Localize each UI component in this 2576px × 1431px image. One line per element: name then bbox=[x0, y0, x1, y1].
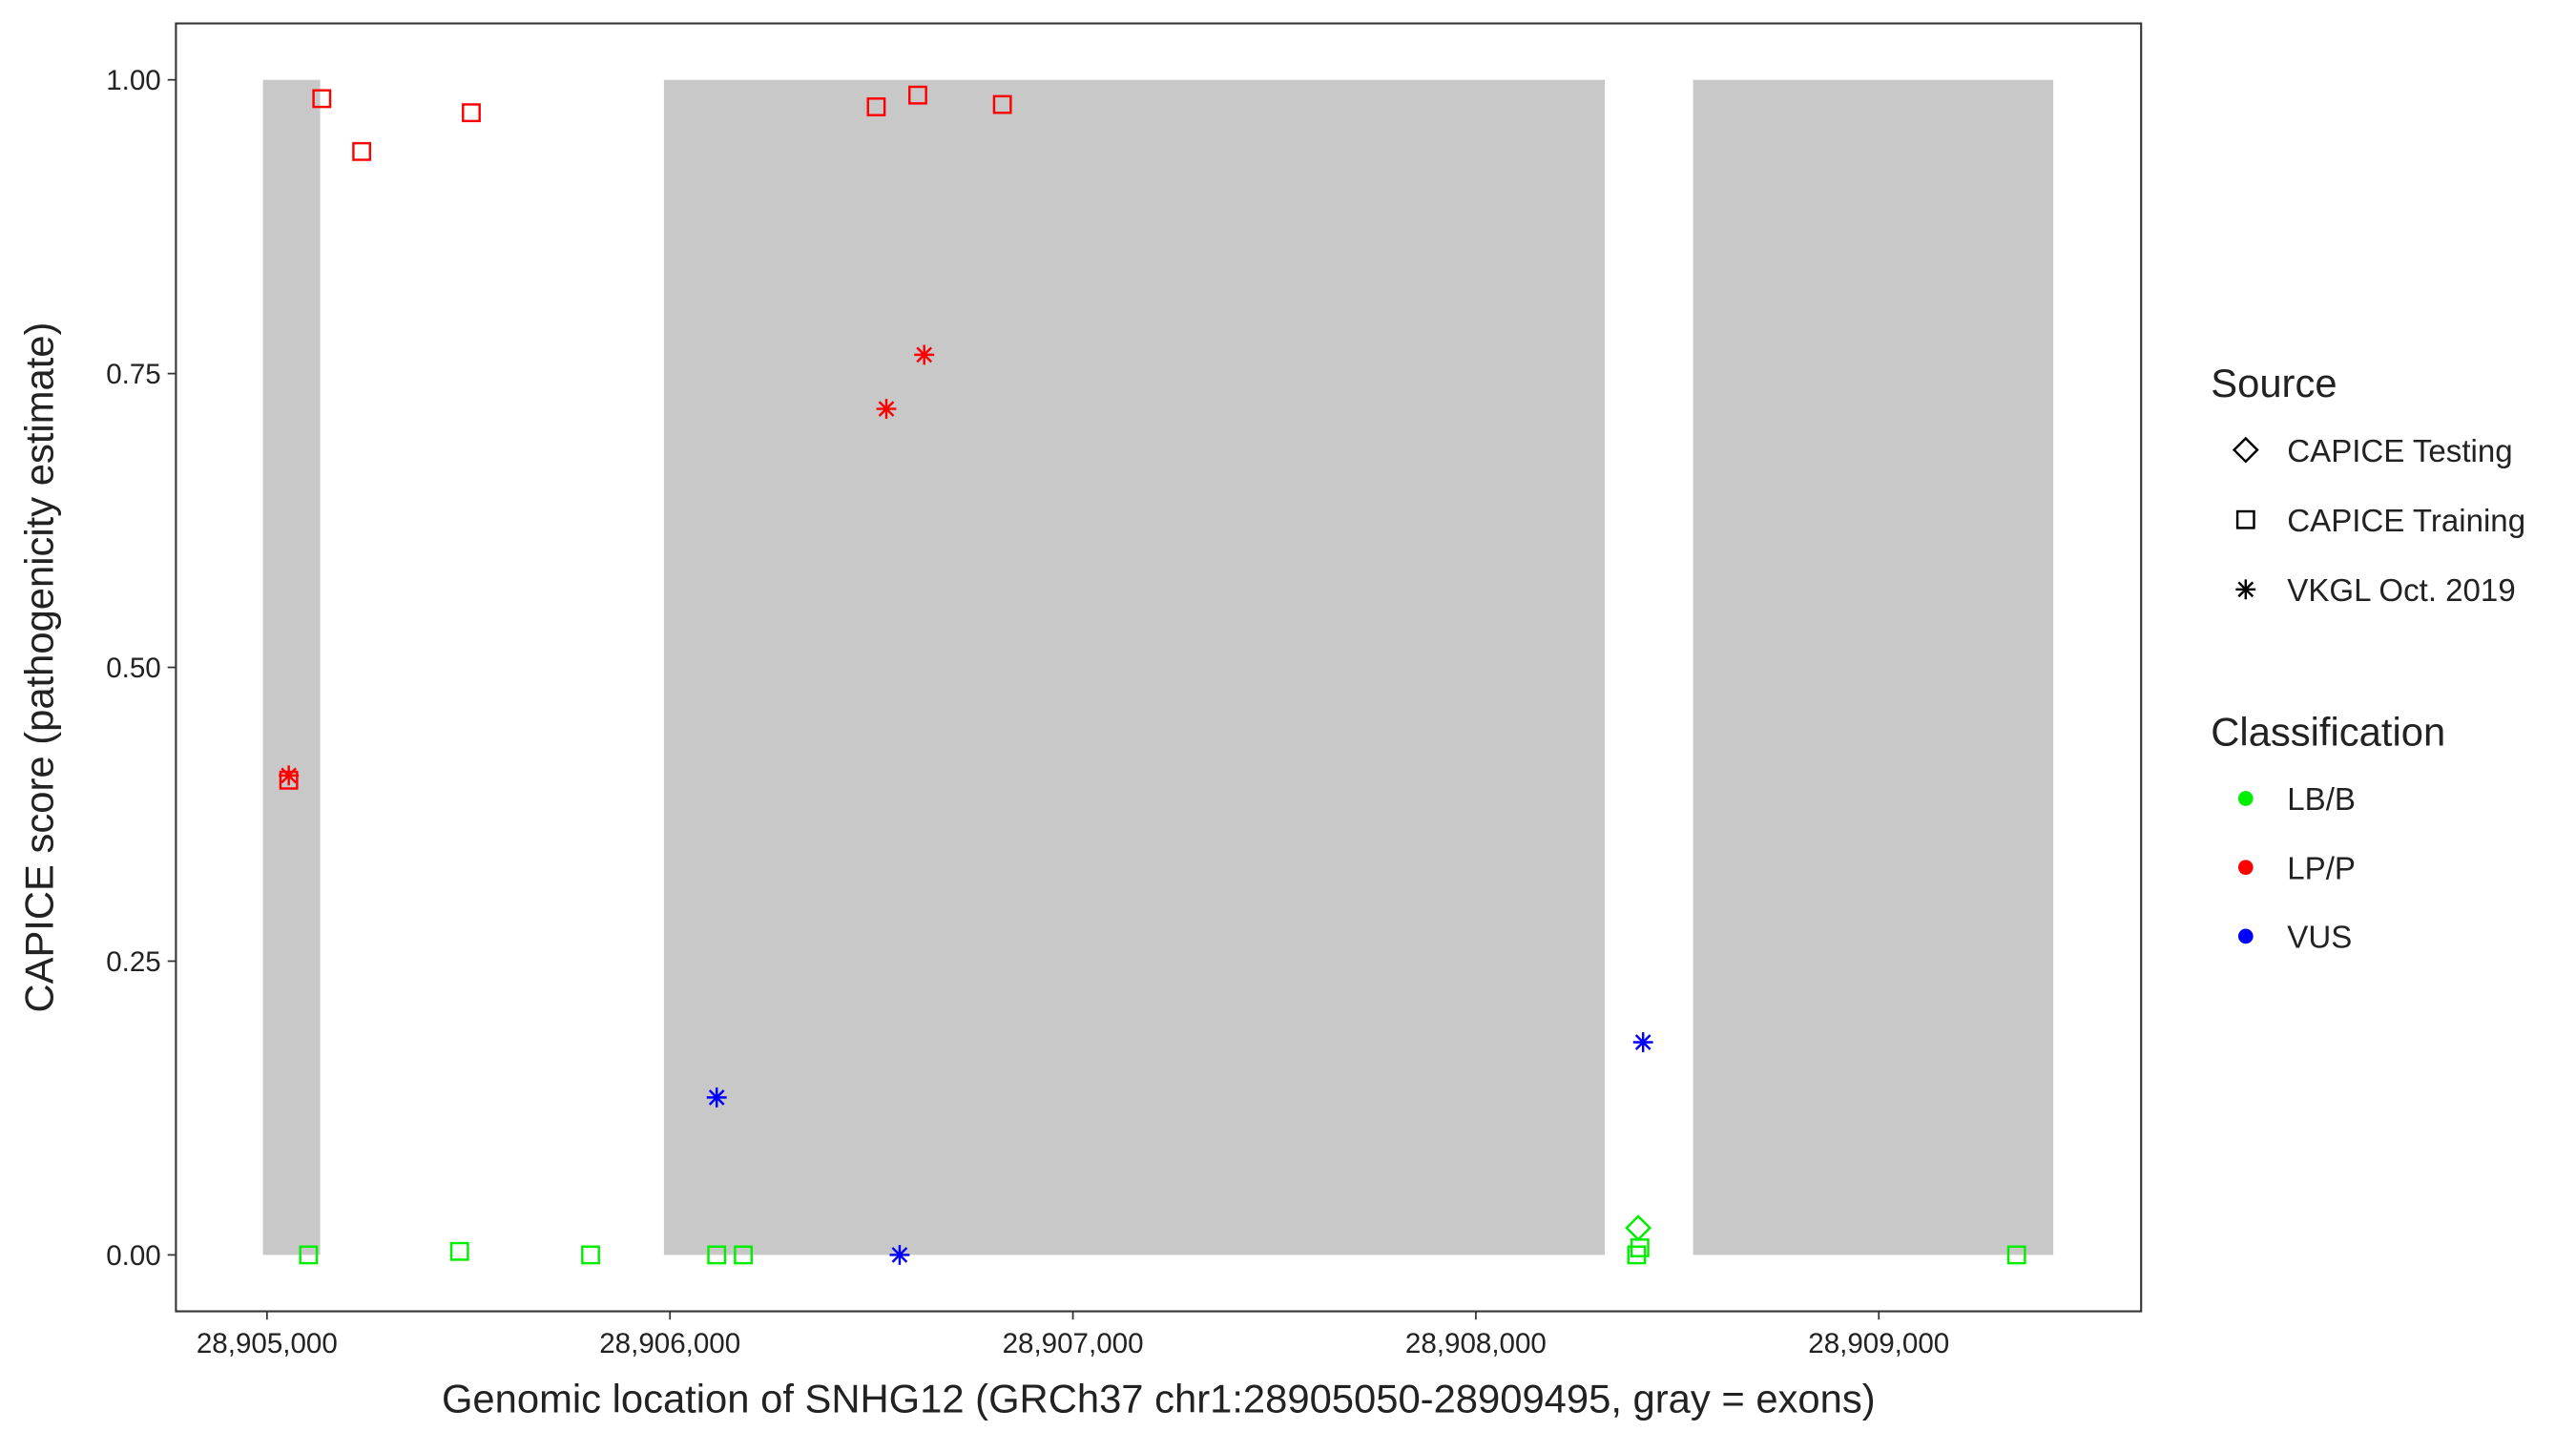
marker-shape bbox=[876, 399, 897, 420]
legend-title: Classification bbox=[2211, 709, 2445, 754]
legend-label: CAPICE Training bbox=[2287, 504, 2525, 539]
marker bbox=[462, 103, 481, 123]
x-tick-label: 28,906,000 bbox=[599, 1328, 740, 1359]
marker-shape bbox=[279, 765, 300, 786]
legend-label: LP/P bbox=[2287, 851, 2356, 886]
legend-label: VUS bbox=[2287, 921, 2352, 956]
marker-shape bbox=[734, 1245, 753, 1265]
marker bbox=[1630, 1238, 1650, 1257]
marker bbox=[299, 1245, 319, 1265]
marker bbox=[707, 1245, 727, 1265]
marker-shape bbox=[2232, 436, 2259, 464]
legend-label: CAPICE Testing bbox=[2287, 434, 2512, 469]
y-tick-label: 0.25 bbox=[106, 946, 161, 978]
marker bbox=[312, 89, 332, 109]
x-tick-label: 28,905,000 bbox=[197, 1328, 338, 1359]
exon bbox=[1693, 79, 2054, 1255]
marker bbox=[279, 765, 300, 786]
exon bbox=[262, 79, 321, 1255]
x-tick-label: 28,907,000 bbox=[1003, 1328, 1144, 1359]
marker bbox=[706, 1087, 727, 1108]
legend-swatch bbox=[2237, 860, 2254, 876]
legend-label: LB/B bbox=[2287, 782, 2356, 818]
y-tick-label: 0.00 bbox=[106, 1240, 161, 1272]
marker bbox=[1632, 1032, 1653, 1052]
marker-shape bbox=[2235, 579, 2256, 600]
legend-swatch bbox=[2237, 928, 2254, 944]
x-axis-title: Genomic location of SNHG12 (GRCh37 chr1:… bbox=[442, 1377, 1876, 1421]
marker bbox=[914, 344, 935, 365]
marker-shape bbox=[707, 1245, 727, 1265]
marker-shape bbox=[908, 85, 927, 105]
marker-shape bbox=[312, 89, 332, 109]
marker-shape bbox=[2235, 509, 2255, 529]
marker bbox=[876, 399, 897, 420]
marker-shape bbox=[1630, 1238, 1650, 1257]
marker-shape bbox=[462, 103, 481, 123]
legend-title: Source bbox=[2211, 361, 2337, 405]
marker bbox=[1625, 1214, 1652, 1241]
marker-shape bbox=[914, 344, 935, 365]
exon bbox=[663, 79, 1606, 1255]
marker bbox=[2006, 1245, 2026, 1265]
marker-shape bbox=[449, 1241, 469, 1261]
marker-shape bbox=[299, 1245, 319, 1265]
marker bbox=[889, 1244, 910, 1265]
x-tick-label: 28,909,000 bbox=[1808, 1328, 1949, 1359]
marker-shape bbox=[2006, 1245, 2026, 1265]
marker bbox=[2235, 509, 2255, 529]
marker bbox=[2235, 579, 2256, 600]
x-tick-label: 28,908,000 bbox=[1405, 1328, 1547, 1359]
marker bbox=[2232, 436, 2259, 464]
marker-shape bbox=[1625, 1214, 1652, 1241]
marker bbox=[866, 97, 886, 116]
marker-shape bbox=[1627, 1245, 1647, 1265]
marker bbox=[352, 141, 372, 161]
y-tick-label: 1.00 bbox=[106, 65, 161, 96]
y-tick-label: 0.75 bbox=[106, 359, 161, 390]
marker-shape bbox=[889, 1244, 910, 1265]
marker-shape bbox=[1632, 1032, 1653, 1052]
legend-label: VKGL Oct. 2019 bbox=[2287, 573, 2515, 609]
marker-shape bbox=[352, 141, 372, 161]
marker bbox=[992, 94, 1012, 114]
marker bbox=[1627, 1245, 1647, 1265]
legend-swatch bbox=[2237, 791, 2254, 806]
marker-shape bbox=[706, 1087, 727, 1108]
marker bbox=[449, 1241, 469, 1261]
y-tick-label: 0.50 bbox=[106, 653, 161, 684]
marker bbox=[734, 1245, 753, 1265]
marker bbox=[908, 85, 927, 105]
marker-shape bbox=[866, 97, 886, 116]
marker bbox=[581, 1245, 600, 1265]
y-axis-title: CAPICE score (pathogenicity estimate) bbox=[17, 322, 62, 1013]
marker-shape bbox=[992, 94, 1012, 114]
marker-shape bbox=[581, 1245, 600, 1265]
